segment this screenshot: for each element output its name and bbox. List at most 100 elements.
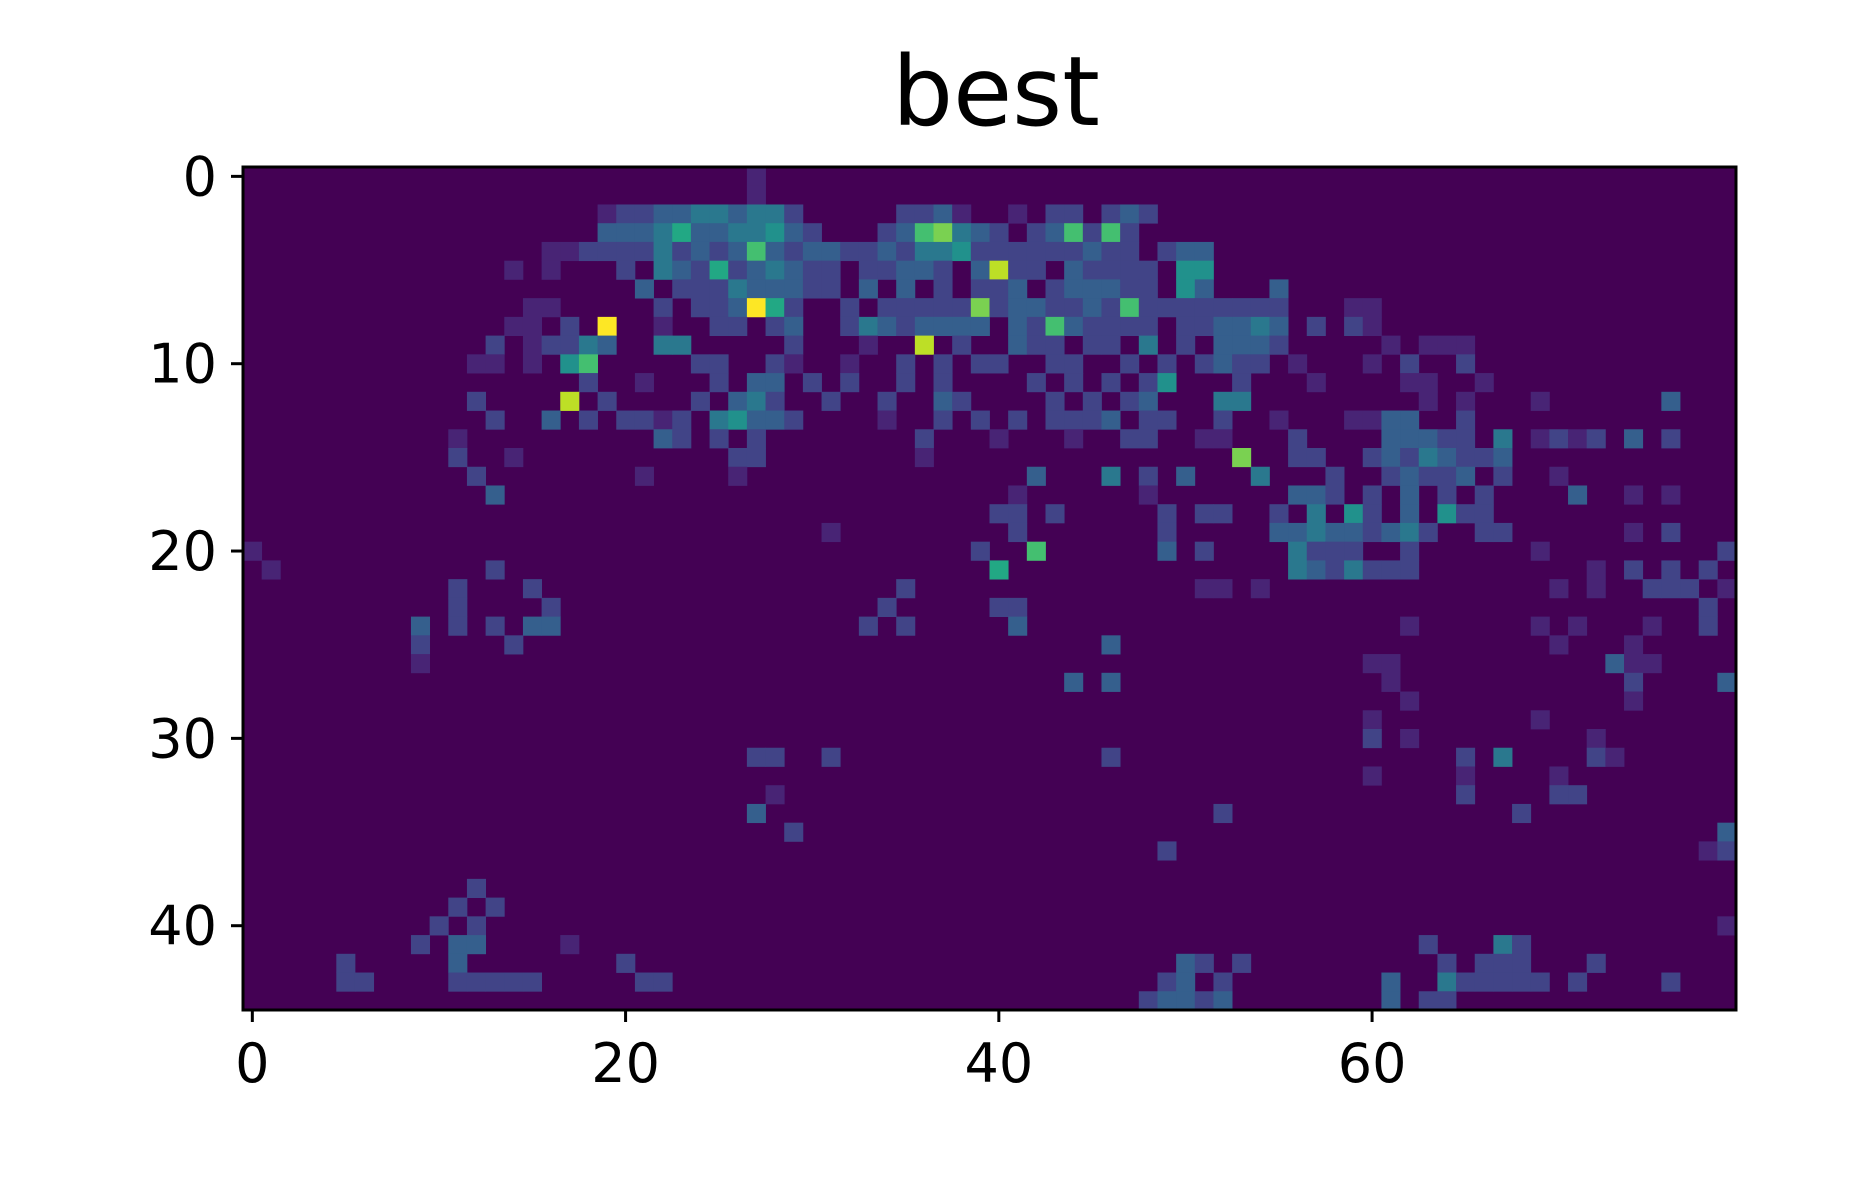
heatmap-cell bbox=[952, 391, 972, 411]
heatmap-cell bbox=[1586, 747, 1606, 767]
heatmap-cell bbox=[858, 279, 878, 299]
heatmap-cell bbox=[466, 935, 487, 955]
heatmap-cell bbox=[1400, 410, 1420, 430]
heatmap-cell bbox=[970, 279, 990, 299]
heatmap-cell bbox=[1157, 298, 1177, 318]
heatmap-cell bbox=[1213, 354, 1233, 374]
heatmap-cell bbox=[746, 279, 766, 299]
heatmap-cell bbox=[1381, 654, 1401, 674]
heatmap-cell bbox=[746, 185, 766, 205]
heatmap-cell bbox=[746, 429, 766, 449]
heatmap-cell bbox=[1362, 654, 1382, 674]
heatmap-cell bbox=[1101, 204, 1121, 224]
heatmap-cell bbox=[1138, 391, 1158, 411]
heatmap-cell bbox=[709, 204, 729, 224]
heatmap-cell bbox=[1194, 241, 1214, 262]
heatmap-cell bbox=[1213, 429, 1233, 449]
heatmap-cell bbox=[616, 953, 636, 973]
heatmap-cell bbox=[1082, 279, 1102, 299]
heatmap-cell bbox=[1157, 373, 1177, 393]
heatmap-cell bbox=[1512, 972, 1532, 992]
heatmap-cell bbox=[784, 335, 804, 355]
heatmap-cell bbox=[616, 410, 636, 430]
heatmap-cell bbox=[653, 410, 673, 430]
heatmap-cell bbox=[1064, 429, 1084, 449]
heatmap-cell bbox=[616, 204, 636, 224]
heatmap-cell bbox=[1437, 972, 1457, 992]
heatmap-cell bbox=[784, 204, 804, 224]
heatmap-cell bbox=[634, 972, 654, 992]
heatmap-cell bbox=[765, 279, 785, 299]
heatmap-cell bbox=[970, 541, 990, 561]
heatmap-cell bbox=[1120, 223, 1140, 243]
heatmap-cell bbox=[1064, 316, 1084, 336]
heatmap-cell bbox=[1269, 410, 1289, 430]
heatmap-cell bbox=[728, 410, 748, 430]
heatmap-cell bbox=[896, 298, 916, 318]
heatmap-cell bbox=[1101, 635, 1121, 655]
heatmap-cell bbox=[243, 541, 263, 561]
heatmap-cell bbox=[448, 935, 468, 955]
heatmap-cell bbox=[1026, 373, 1046, 393]
heatmap-cell bbox=[1045, 204, 1065, 224]
heatmap-cell bbox=[1176, 241, 1196, 262]
heatmap-cell bbox=[1624, 560, 1644, 580]
heatmap-cell bbox=[616, 260, 636, 280]
heatmap-cell bbox=[746, 391, 766, 411]
heatmap-cell bbox=[1008, 260, 1028, 280]
heatmap-cell bbox=[1045, 279, 1065, 299]
heatmap-cell bbox=[933, 260, 953, 280]
heatmap-cell bbox=[765, 785, 785, 805]
heatmap-cell bbox=[1213, 391, 1233, 411]
heatmap-cell bbox=[634, 410, 654, 430]
heatmap-cell bbox=[1381, 429, 1401, 449]
heatmap-cell bbox=[560, 354, 580, 374]
heatmap-cell bbox=[690, 391, 710, 411]
heatmap-cell bbox=[541, 241, 561, 262]
heatmap-cell bbox=[1717, 916, 1737, 936]
heatmap-cell bbox=[1717, 822, 1737, 842]
heatmap-cell bbox=[448, 448, 468, 468]
heatmap-cell bbox=[1008, 522, 1028, 543]
heatmap-cell bbox=[597, 391, 617, 411]
heatmap-cell bbox=[1400, 448, 1420, 468]
heatmap-cell bbox=[541, 597, 561, 617]
heatmap-cell bbox=[466, 878, 487, 898]
heatmap-cell bbox=[746, 448, 766, 468]
heatmap-cell bbox=[1456, 747, 1476, 767]
heatmap-cell bbox=[896, 316, 916, 336]
heatmap-cell bbox=[1120, 279, 1140, 299]
heatmap-cell bbox=[1624, 654, 1644, 674]
heatmap-cell bbox=[877, 316, 897, 336]
heatmap-cell bbox=[1568, 616, 1588, 636]
heatmap-cell bbox=[1400, 729, 1420, 749]
heatmap-cell bbox=[1064, 672, 1084, 692]
heatmap-cell bbox=[1306, 522, 1326, 543]
heatmap-cell bbox=[634, 279, 654, 299]
heatmap-cell bbox=[1362, 316, 1382, 336]
heatmap-cell bbox=[410, 635, 431, 655]
heatmap-cell bbox=[1437, 485, 1457, 505]
heatmap-cell bbox=[840, 373, 860, 393]
heatmap-cell bbox=[1176, 466, 1196, 486]
heatmap-cell bbox=[336, 953, 356, 973]
heatmap-cell bbox=[933, 354, 953, 374]
heatmap-cell bbox=[653, 223, 673, 243]
heatmap-cell bbox=[728, 223, 748, 243]
heatmap-cell bbox=[597, 223, 617, 243]
heatmap-cell bbox=[1101, 298, 1121, 318]
heatmap-cell bbox=[746, 204, 766, 224]
heatmap-cell bbox=[1400, 522, 1420, 543]
heatmap-cell bbox=[970, 298, 990, 318]
heatmap-cell bbox=[1680, 579, 1700, 599]
heatmap-cell bbox=[1101, 279, 1121, 299]
heatmap-cell bbox=[1530, 429, 1550, 449]
heatmap-cell bbox=[616, 241, 636, 262]
heatmap-cell bbox=[1082, 410, 1102, 430]
heatmap-cell bbox=[1698, 597, 1718, 617]
heatmap-cell bbox=[1120, 260, 1140, 280]
heatmap-cell bbox=[1642, 616, 1662, 636]
heatmap-cell bbox=[1474, 448, 1494, 468]
heatmap-cell bbox=[1456, 429, 1476, 449]
heatmap-cell bbox=[1082, 316, 1102, 336]
